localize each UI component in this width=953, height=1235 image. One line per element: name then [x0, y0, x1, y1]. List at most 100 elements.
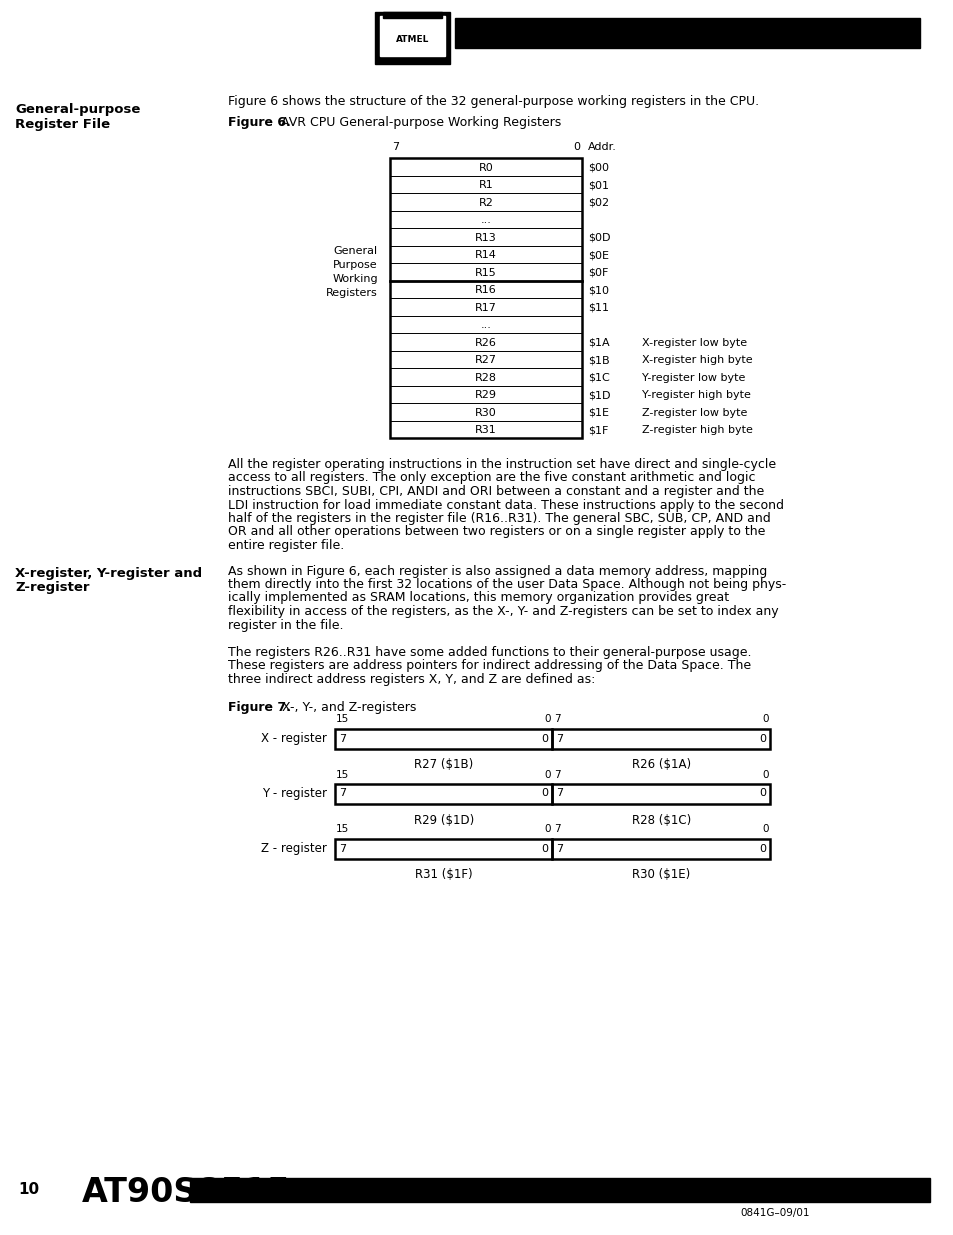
Text: R13: R13 [475, 232, 497, 243]
Text: Figure 6 shows the structure of the 32 general-purpose working registers in the : Figure 6 shows the structure of the 32 g… [228, 95, 759, 107]
Text: $10: $10 [587, 285, 608, 295]
Text: R0: R0 [478, 163, 493, 173]
Text: 0: 0 [759, 844, 765, 853]
Text: Z-register: Z-register [15, 580, 90, 594]
Text: R27 ($1B): R27 ($1B) [414, 758, 473, 772]
Text: OR and all other operations between two registers or on a single register apply : OR and all other operations between two … [228, 526, 764, 538]
Text: 7: 7 [556, 844, 563, 853]
Text: ...: ... [480, 215, 491, 225]
Text: Z-register high byte: Z-register high byte [641, 425, 752, 435]
Text: Y-register low byte: Y-register low byte [641, 373, 744, 383]
Text: instructions SBCI, SUBI, CPI, ANDI and ORI between a constant and a register and: instructions SBCI, SUBI, CPI, ANDI and O… [228, 485, 763, 498]
Text: 0841G–09/01: 0841G–09/01 [740, 1208, 809, 1218]
Bar [390, 403, 581, 420]
Bar [335, 783, 552, 804]
Text: Y - register: Y - register [262, 787, 327, 800]
Text: Figure 6.: Figure 6. [228, 116, 291, 128]
Text: 0: 0 [759, 788, 765, 799]
Text: 0: 0 [573, 142, 579, 152]
Text: 7: 7 [338, 734, 346, 743]
Text: AVR CPU General-purpose Working Registers: AVR CPU General-purpose Working Register… [273, 116, 560, 128]
Text: The registers R26..R31 have some added functions to their general-purpose usage.: The registers R26..R31 have some added f… [228, 646, 751, 659]
Text: Figure 7.: Figure 7. [228, 700, 291, 714]
Text: 7: 7 [392, 142, 398, 152]
Text: 7: 7 [554, 769, 560, 779]
Text: ically implemented as SRAM locations, this memory organization provides great: ically implemented as SRAM locations, th… [228, 592, 728, 604]
Bar [390, 175, 581, 193]
Bar [455, 19, 919, 48]
Text: Y-register high byte: Y-register high byte [641, 390, 750, 400]
Text: X-, Y-, and Z-registers: X-, Y-, and Z-registers [274, 700, 416, 714]
Bar [390, 246, 581, 263]
Bar [552, 839, 769, 858]
Text: $1C: $1C [587, 373, 609, 383]
Text: them directly into the first 32 locations of the user Data Space. Although not b: them directly into the first 32 location… [228, 578, 785, 592]
Text: X-register, Y-register and: X-register, Y-register and [15, 567, 202, 579]
Bar [375, 12, 450, 64]
Text: access to all registers. The only exception are the five constant arithmetic and: access to all registers. The only except… [228, 472, 755, 484]
Bar [335, 839, 552, 858]
Text: General-purpose: General-purpose [15, 103, 140, 116]
Bar [390, 385, 581, 403]
Text: R28 ($1C): R28 ($1C) [631, 814, 690, 826]
Text: 7: 7 [556, 734, 563, 743]
Text: R26 ($1A): R26 ($1A) [631, 758, 690, 772]
Text: $11: $11 [587, 303, 608, 312]
Text: entire register file.: entire register file. [228, 538, 344, 552]
Text: 0: 0 [761, 825, 768, 835]
Text: $1F: $1F [587, 425, 608, 435]
Text: These registers are address pointers for indirect addressing of the Data Space. : These registers are address pointers for… [228, 659, 750, 673]
Text: R2: R2 [478, 198, 493, 207]
Text: X-register high byte: X-register high byte [641, 356, 752, 366]
Text: $02: $02 [587, 198, 608, 207]
Text: R17: R17 [475, 303, 497, 312]
Text: R30 ($1E): R30 ($1E) [632, 868, 690, 882]
Text: 0: 0 [761, 769, 768, 779]
Text: Register File: Register File [15, 119, 110, 131]
Text: R29: R29 [475, 390, 497, 400]
Bar [379, 16, 444, 56]
Text: R30: R30 [475, 408, 497, 417]
Text: 15: 15 [335, 825, 349, 835]
Bar [390, 315, 581, 333]
Text: As shown in Figure 6, each register is also assigned a data memory address, mapp: As shown in Figure 6, each register is a… [228, 564, 766, 578]
Text: General: General [334, 246, 377, 256]
Text: 0: 0 [543, 769, 550, 779]
Text: 7: 7 [338, 788, 346, 799]
Bar [390, 280, 581, 298]
Bar [390, 368, 581, 385]
Bar [390, 351, 581, 368]
Text: 7: 7 [554, 715, 560, 725]
Text: R16: R16 [475, 285, 497, 295]
Bar [390, 263, 581, 280]
Bar [335, 729, 552, 748]
Text: Registers: Registers [326, 288, 377, 298]
Text: Working: Working [332, 274, 377, 284]
Bar [382, 12, 441, 19]
Text: LDI instruction for load immediate constant data. These instructions apply to th: LDI instruction for load immediate const… [228, 499, 783, 511]
Text: 0: 0 [761, 715, 768, 725]
Bar [390, 210, 581, 228]
Text: Purpose: Purpose [333, 259, 377, 269]
Text: Addr.: Addr. [587, 142, 617, 152]
Text: $1A: $1A [587, 337, 609, 348]
Bar [390, 420, 581, 438]
Text: ATMEL: ATMEL [395, 36, 429, 44]
Text: ...: ... [480, 320, 491, 330]
Text: 7: 7 [338, 844, 346, 853]
Bar [390, 333, 581, 351]
Text: 7: 7 [556, 788, 563, 799]
Text: $0D: $0D [587, 232, 610, 243]
Text: $0F: $0F [587, 268, 608, 278]
Text: R29 ($1D): R29 ($1D) [414, 814, 474, 826]
Bar [552, 729, 769, 748]
Text: AT90S8515: AT90S8515 [82, 1176, 291, 1209]
Text: register in the file.: register in the file. [228, 619, 343, 631]
Bar [390, 228, 581, 246]
Bar [190, 1178, 929, 1202]
Text: R27: R27 [475, 356, 497, 366]
Text: $1D: $1D [587, 390, 610, 400]
Text: R31: R31 [475, 425, 497, 435]
Bar [390, 158, 581, 175]
Text: 10: 10 [18, 1182, 39, 1197]
